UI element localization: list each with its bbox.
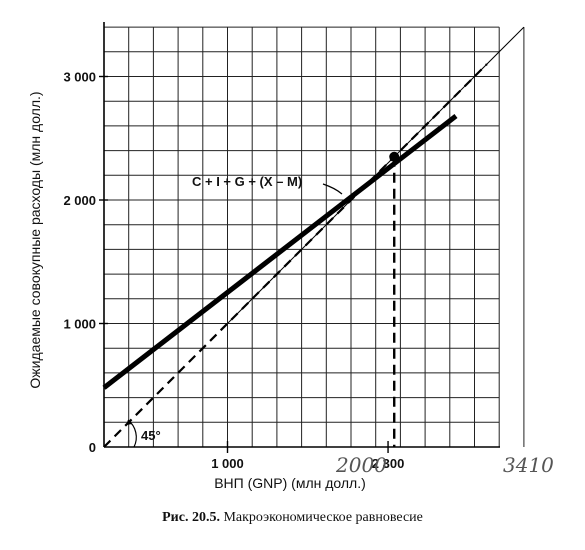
caption-text: Макроэкономическое равновесие <box>223 510 423 525</box>
angle-arc <box>127 419 137 448</box>
series-label-leader <box>322 183 343 195</box>
grid <box>104 26 525 447</box>
y-tick-labels: 0 1 000 2 000 3 000 <box>63 70 108 455</box>
x-tick-label: 1 000 <box>211 456 244 471</box>
series-line-0 <box>102 114 458 390</box>
handwritten-3410: 3410 <box>503 453 554 477</box>
caption-label: Рис. 20.5. <box>162 510 220 525</box>
equilibrium-guide <box>389 151 400 447</box>
y-tick-label: 2 000 <box>63 193 96 208</box>
y-tick-label: 0 <box>89 440 96 455</box>
figure-caption: Рис. 20.5. Макроэкономическое равновесие <box>0 510 585 526</box>
handwritten-2000: 2000 <box>335 453 387 477</box>
y-axis-title: Ожидаемые совокупные расходы (млн долл.) <box>27 91 43 388</box>
x-tick-label: 2 300 <box>372 456 405 471</box>
x-tick-labels: 1 000 2 300 <box>211 441 404 471</box>
angle-label: 45° <box>141 428 161 443</box>
angle-arrow <box>126 420 132 425</box>
axes <box>103 22 500 448</box>
y-tick-label: 3 000 <box>63 70 96 85</box>
y-tick-label: 1 000 <box>63 317 96 332</box>
series-label: C + I + G + (X – M) <box>192 174 302 189</box>
chart: 0 1 000 2 000 3 000 1 000 2 300 Ожидаемые со… <box>27 22 554 491</box>
series-layer <box>102 26 525 448</box>
x-axis-title: ВНП (GNP) (млн долл.) <box>214 475 366 491</box>
equilibrium-point <box>389 151 400 162</box>
series-line-2 <box>227 26 525 324</box>
